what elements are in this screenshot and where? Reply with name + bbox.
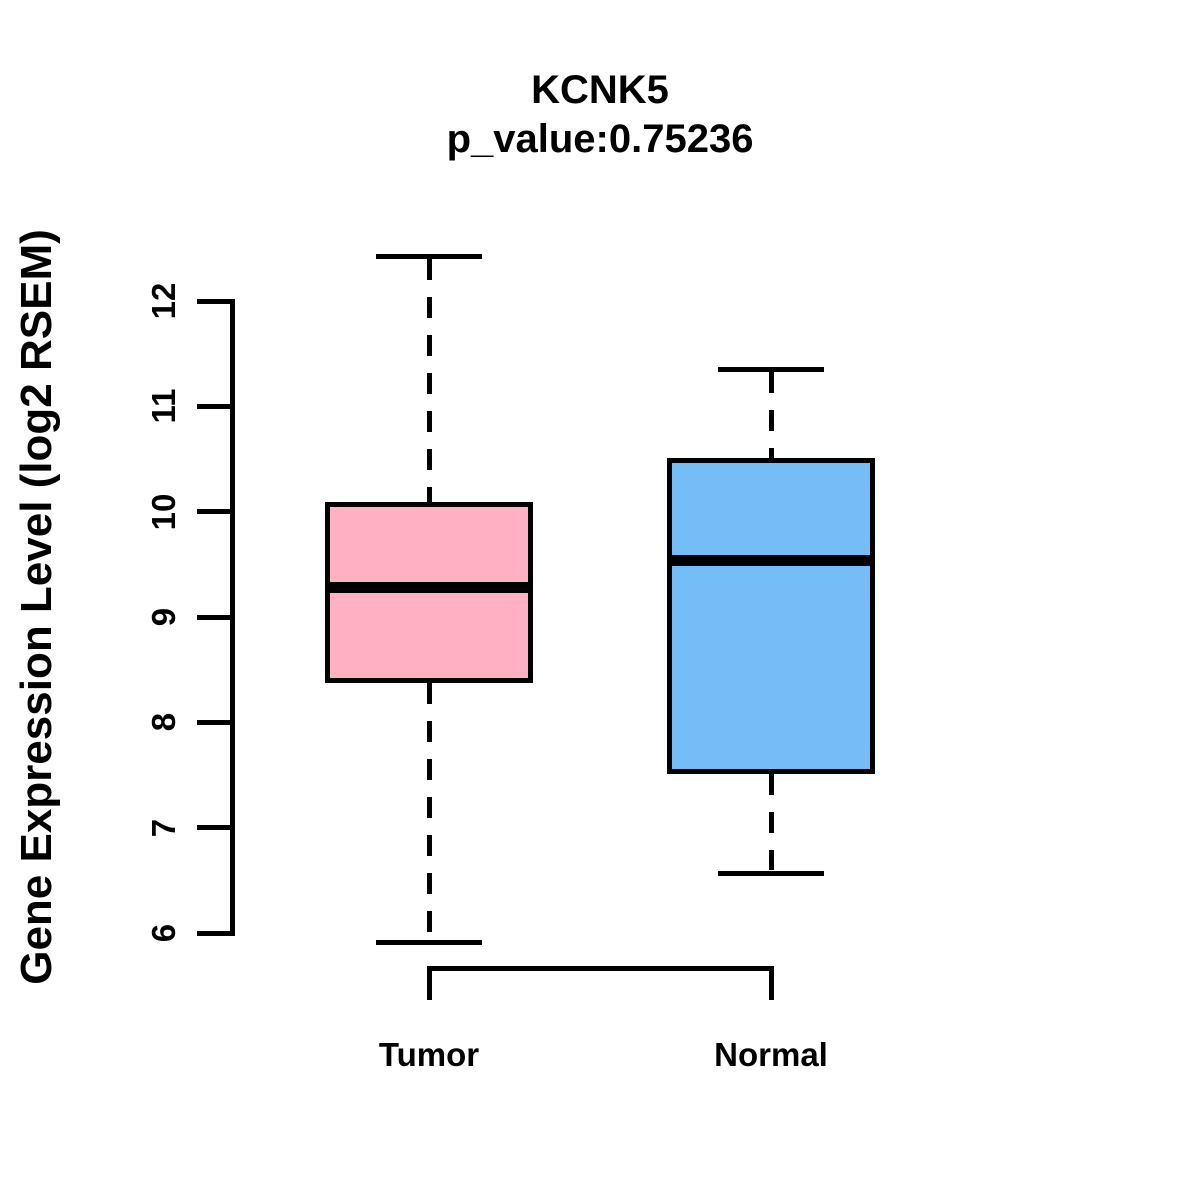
whisker-cap-upper-tumor <box>376 254 482 260</box>
y-axis-tick-label: 6 <box>144 923 182 943</box>
y-axis-tick <box>197 825 230 831</box>
whisker-cap-upper-normal <box>718 367 824 372</box>
y-axis-tick <box>197 719 230 725</box>
y-axis-tick-label: 7 <box>144 818 182 837</box>
x-axis-tick-normal <box>768 966 774 1000</box>
median-line-normal <box>667 554 875 566</box>
y-axis-tick <box>197 930 230 936</box>
chart-title: KCNK5 <box>531 68 669 112</box>
y-axis-tick <box>197 509 230 515</box>
whisker-lower-tumor <box>426 682 432 940</box>
y-axis-tick <box>197 403 230 409</box>
x-category-label-normal: Normal <box>714 1036 828 1073</box>
y-axis-tick-label: 10 <box>144 493 182 531</box>
chart-subtitle: p_value:0.75236 <box>446 117 754 161</box>
y-axis-tick-label: 8 <box>144 713 182 732</box>
box-normal <box>667 457 875 775</box>
y-axis-line <box>230 298 235 936</box>
whisker-cap-lower-normal <box>718 870 824 876</box>
x-axis-tick-tumor <box>426 966 432 1000</box>
y-axis-tick-label: 11 <box>144 388 182 424</box>
median-line-tumor <box>325 582 533 593</box>
y-axis-tick <box>197 614 230 620</box>
y-axis-tick <box>197 298 230 304</box>
whisker-lower-normal <box>768 774 774 871</box>
x-axis-line <box>426 966 774 971</box>
whisker-upper-tumor <box>426 259 432 502</box>
whisker-cap-lower-tumor <box>376 940 482 945</box>
x-category-label-tumor: Tumor <box>378 1036 480 1073</box>
y-axis-tick-label: 9 <box>144 607 182 627</box>
whisker-upper-normal <box>768 372 774 458</box>
y-axis-tick-label: 12 <box>144 282 182 320</box>
